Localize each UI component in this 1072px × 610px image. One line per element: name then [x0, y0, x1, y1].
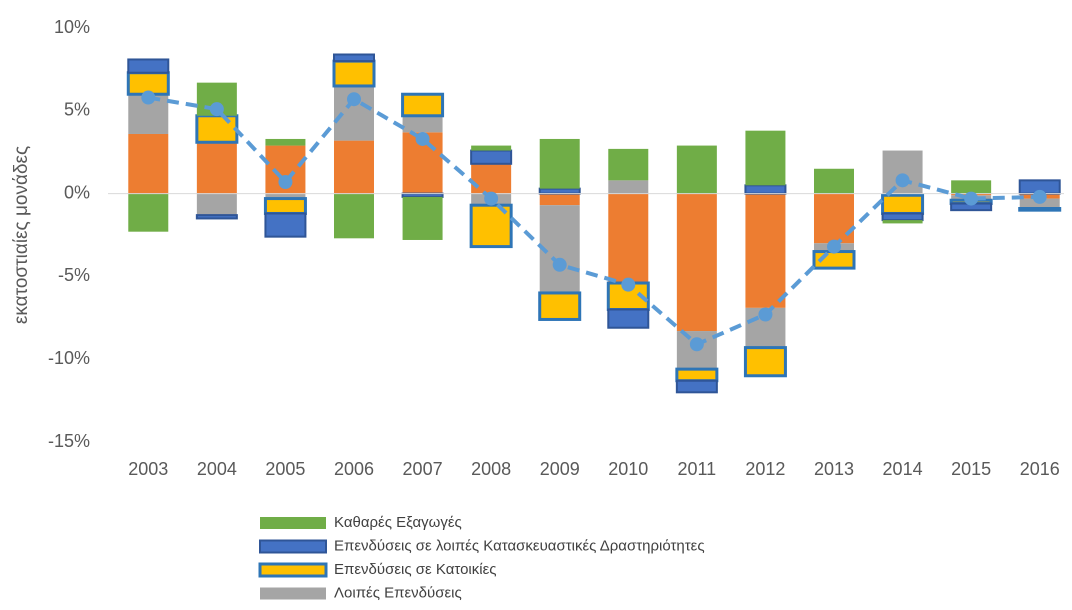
- bar: [607, 308, 650, 329]
- bar: [538, 291, 582, 321]
- x-tick-label: 2005: [265, 459, 305, 479]
- line-marker: [1032, 189, 1047, 204]
- bar: [1018, 207, 1062, 212]
- bar: [814, 168, 854, 194]
- bar: [264, 212, 307, 238]
- bar: [128, 133, 169, 194]
- bar: [882, 220, 923, 224]
- line-marker: [758, 307, 773, 322]
- bar: [881, 193, 925, 215]
- y-tick-label: 5%: [64, 100, 90, 120]
- bar: [881, 212, 924, 222]
- bar: [539, 193, 580, 206]
- x-tick-label: 2013: [814, 459, 854, 479]
- bar: [402, 115, 443, 133]
- line-marker: [895, 173, 910, 188]
- x-tick-label: 2012: [745, 459, 785, 479]
- bar: [951, 180, 992, 194]
- bar: [608, 193, 649, 284]
- bar: [745, 193, 786, 308]
- legend-swatch: [259, 539, 327, 554]
- x-tick-label: 2014: [883, 459, 923, 479]
- trend-line: [147, 95, 1040, 347]
- bar: [127, 58, 170, 74]
- line-marker: [415, 131, 430, 146]
- bar: [333, 53, 375, 63]
- line-marker: [484, 191, 499, 206]
- bar: [334, 193, 374, 239]
- legend-label: Λοιπές Επενδύσεις: [334, 584, 462, 601]
- bar: [675, 367, 719, 383]
- x-tick-label: 2016: [1020, 459, 1060, 479]
- bar: [608, 148, 649, 181]
- y-tick-label: -10%: [48, 348, 90, 368]
- y-tick-label: -15%: [48, 431, 90, 451]
- bar: [676, 145, 717, 194]
- line-marker: [209, 102, 224, 117]
- legend-swatch: [260, 587, 326, 600]
- legend-swatch: [260, 517, 326, 529]
- line-marker: [141, 90, 156, 105]
- line-marker: [278, 175, 293, 190]
- x-tick-label: 2004: [197, 459, 237, 479]
- x-tick-label: 2006: [334, 459, 374, 479]
- bar: [128, 193, 169, 232]
- bar: [744, 184, 787, 195]
- bar: [334, 140, 374, 194]
- bar: [539, 205, 580, 293]
- bar: [401, 92, 445, 118]
- bar: [265, 138, 306, 146]
- line-marker: [964, 191, 979, 206]
- x-tick-label: 2015: [951, 459, 991, 479]
- bar: [608, 180, 649, 194]
- legend-label: Καθαρές Εξαγωγές: [334, 514, 462, 531]
- legend-label: Επενδύσεις σε Κατοικίες: [334, 561, 497, 578]
- x-tick-label: 2011: [677, 459, 716, 479]
- bar: [195, 214, 238, 220]
- legend-swatch: [258, 562, 328, 578]
- bar: [263, 197, 307, 215]
- bar: [195, 114, 239, 144]
- line-marker: [827, 239, 841, 254]
- line-marker: [552, 257, 567, 272]
- legend-label: Επενδύσεις σε λοιπές Κατασκευαστικές Δρα…: [334, 537, 705, 554]
- bar: [332, 59, 376, 88]
- bar: [538, 187, 581, 195]
- bar: [470, 149, 513, 165]
- bar: [402, 196, 443, 240]
- bar: [471, 145, 512, 151]
- y-tick-label: -5%: [58, 265, 90, 285]
- bar: [745, 130, 786, 186]
- bar: [675, 379, 718, 394]
- x-tick-label: 2010: [608, 459, 648, 479]
- line-marker: [347, 92, 361, 107]
- y-tick-label: 10%: [54, 17, 90, 37]
- x-tick-label: 2007: [403, 459, 443, 479]
- bar: [676, 193, 717, 332]
- bar: [265, 193, 306, 199]
- line-marker: [689, 337, 704, 352]
- y-tick-label: 0%: [64, 182, 90, 202]
- bar: [539, 138, 580, 189]
- y-axis-label: εκατοστιαίες μονάδες: [11, 146, 32, 324]
- bar: [471, 163, 512, 194]
- x-tick-label: 2009: [540, 459, 580, 479]
- line-marker: [621, 277, 636, 292]
- x-tick-label: 2003: [128, 459, 168, 479]
- bar: [196, 193, 237, 216]
- bar: [743, 346, 787, 378]
- x-tick-label: 2008: [471, 459, 511, 479]
- bar: [196, 142, 237, 194]
